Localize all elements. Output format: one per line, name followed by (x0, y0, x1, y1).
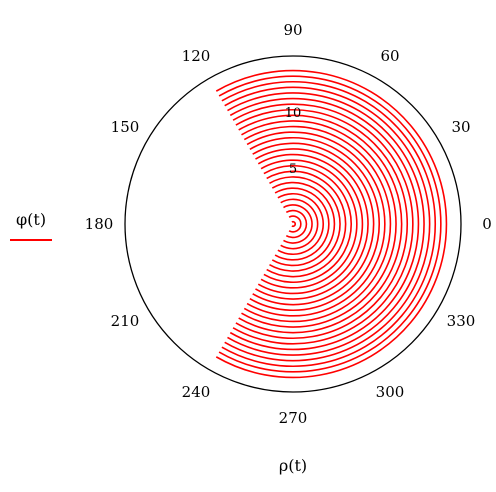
series-arc (243, 125, 392, 323)
series-arc (235, 108, 409, 340)
angle-tick-label: 270 (279, 409, 308, 427)
series-arc (227, 92, 425, 356)
series-arc (221, 81, 437, 367)
angle-tick-label: 120 (182, 47, 211, 65)
series-arc (218, 75, 442, 373)
series-arc (283, 204, 313, 244)
series-arc (269, 176, 341, 272)
series-arc (280, 198, 319, 250)
series-arc (249, 136, 380, 312)
legend-label: φ(t) (16, 210, 46, 229)
series-arc (257, 153, 364, 295)
series-arc (224, 86, 431, 362)
series-arc (252, 142, 375, 306)
radial-tick-labels: 5 10 (285, 106, 302, 177)
series-arc (263, 164, 352, 284)
series-arc (229, 97, 420, 351)
series-arc (241, 120, 397, 328)
angle-tick-label: 30 (451, 118, 470, 136)
series-arc (266, 170, 347, 278)
series-arc (285, 209, 308, 239)
series-arc (215, 69, 448, 379)
series-arc (255, 148, 369, 300)
angle-tick-label: 240 (182, 383, 211, 401)
angle-tick-label: 300 (376, 383, 405, 401)
series-arc (238, 114, 403, 334)
angle-tick-label: 330 (447, 312, 476, 330)
angle-tick-label: 60 (380, 47, 399, 65)
angle-tick-label: 150 (111, 118, 140, 136)
x-axis-label: ρ(t) (279, 456, 307, 475)
series-arc (274, 187, 330, 261)
series-arc (246, 131, 386, 317)
legend: φ(t) (10, 210, 52, 241)
angle-tick-labels: 0 30 60 90 120 150 180 210 240 270 300 330 (85, 21, 492, 427)
series-arc (260, 159, 358, 289)
series-layer (215, 69, 448, 379)
radial-tick-label: 10 (285, 106, 302, 121)
series-arc (288, 215, 302, 233)
series-arc (271, 181, 336, 267)
angle-tick-label: 210 (111, 312, 140, 330)
angle-tick-label: 90 (283, 21, 302, 39)
series-arc (291, 220, 297, 228)
polar-frame (124, 55, 462, 393)
radial-tick-label: 5 (289, 162, 297, 177)
series-arc (232, 103, 414, 345)
series-arc (277, 193, 325, 255)
angle-tick-label: 180 (85, 215, 114, 233)
angle-tick-label: 0 (482, 215, 492, 233)
